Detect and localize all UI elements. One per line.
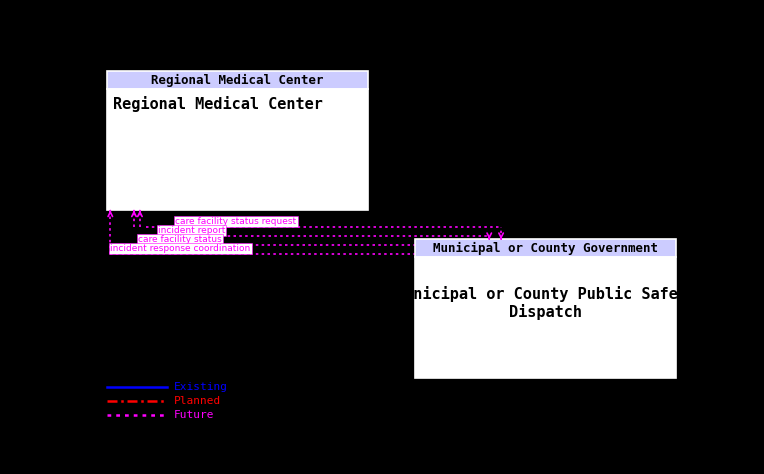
Text: Municipal or County Government: Municipal or County Government [433, 242, 658, 255]
Text: Planned: Planned [173, 396, 221, 406]
Text: Municipal or County Public Safety
Dispatch: Municipal or County Public Safety Dispat… [395, 286, 696, 320]
Bar [416, 257, 676, 378]
Text: Existing: Existing [173, 382, 228, 392]
Bar [107, 72, 368, 89]
Text: Future: Future [173, 410, 214, 420]
Text: incident report: incident report [157, 226, 225, 235]
Text: Regional Medical Center: Regional Medical Center [151, 73, 324, 87]
Bar [107, 89, 368, 210]
Bar [416, 239, 676, 257]
Text: incident response coordination: incident response coordination [110, 244, 251, 253]
Text: care facility status: care facility status [138, 235, 222, 244]
Text: care facility status request: care facility status request [176, 217, 296, 226]
Text: Regional Medical Center: Regional Medical Center [113, 96, 323, 112]
